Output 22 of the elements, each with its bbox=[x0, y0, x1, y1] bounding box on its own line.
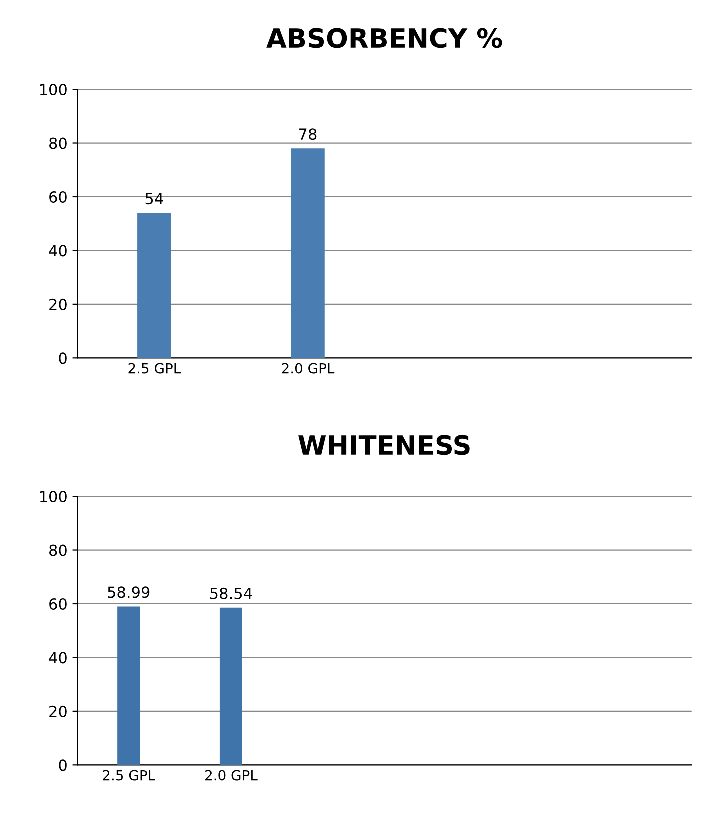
x-tick-label: 2.5 GPL bbox=[103, 770, 156, 781]
y-tick-label: 40 bbox=[49, 245, 67, 257]
x-tick-label: 2.5 GPL bbox=[128, 363, 182, 374]
data-label: 54 bbox=[146, 193, 164, 205]
x-tick-label: 2.0 GPL bbox=[282, 363, 335, 374]
chart-title: WHITENESS bbox=[298, 435, 470, 456]
y-tick-label: 80 bbox=[50, 544, 67, 556]
y-tick-label: 100 bbox=[40, 84, 67, 96]
y-tick-label: 40 bbox=[49, 652, 67, 664]
y-tick-label: 20 bbox=[50, 298, 67, 310]
y-tick-label: 100 bbox=[40, 491, 67, 503]
y-tick-label: 20 bbox=[50, 706, 67, 718]
y-tick-label: 60 bbox=[50, 191, 67, 204]
y-tick-label: 0 bbox=[59, 760, 67, 772]
data-label: 58.99 bbox=[108, 586, 150, 598]
y-tick-label: 80 bbox=[50, 138, 67, 150]
y-tick-label: 60 bbox=[50, 598, 67, 610]
y-tick-label: 0 bbox=[59, 352, 67, 364]
data-label: 58.54 bbox=[210, 588, 252, 600]
chart-title: ABSORBENCY % bbox=[266, 28, 502, 48]
data-label: 78 bbox=[300, 128, 317, 140]
x-tick-label: 2.0 GPL bbox=[206, 770, 258, 781]
